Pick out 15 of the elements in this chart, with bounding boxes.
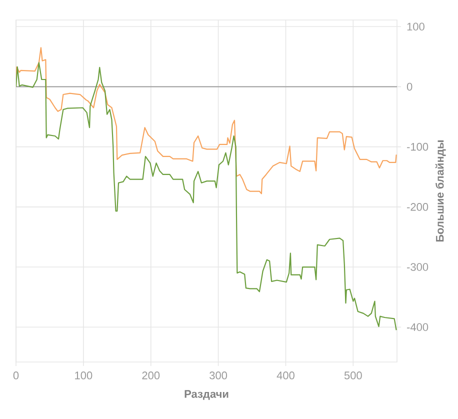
- x-tick-label: 500: [344, 372, 362, 380]
- x-tick-label: 400: [276, 372, 294, 380]
- x-tick-label: 0: [13, 372, 19, 380]
- y-tick-label: -400: [407, 323, 428, 332]
- x-axis-title: Раздачи: [184, 390, 228, 400]
- y-tick-label: -300: [407, 263, 428, 271]
- y-tick-label: -100: [407, 142, 428, 151]
- x-tick-label: 200: [142, 372, 160, 380]
- x-tick-label: 100: [75, 372, 92, 380]
- line-series: [16, 62, 397, 331]
- y-axis-title: Большие блайнды: [435, 140, 446, 242]
- y-tick-label: 0: [406, 82, 412, 91]
- y-tick-label: 100: [407, 22, 424, 30]
- x-tick-label: 300: [210, 372, 228, 380]
- y-tick-label: -200: [407, 203, 428, 211]
